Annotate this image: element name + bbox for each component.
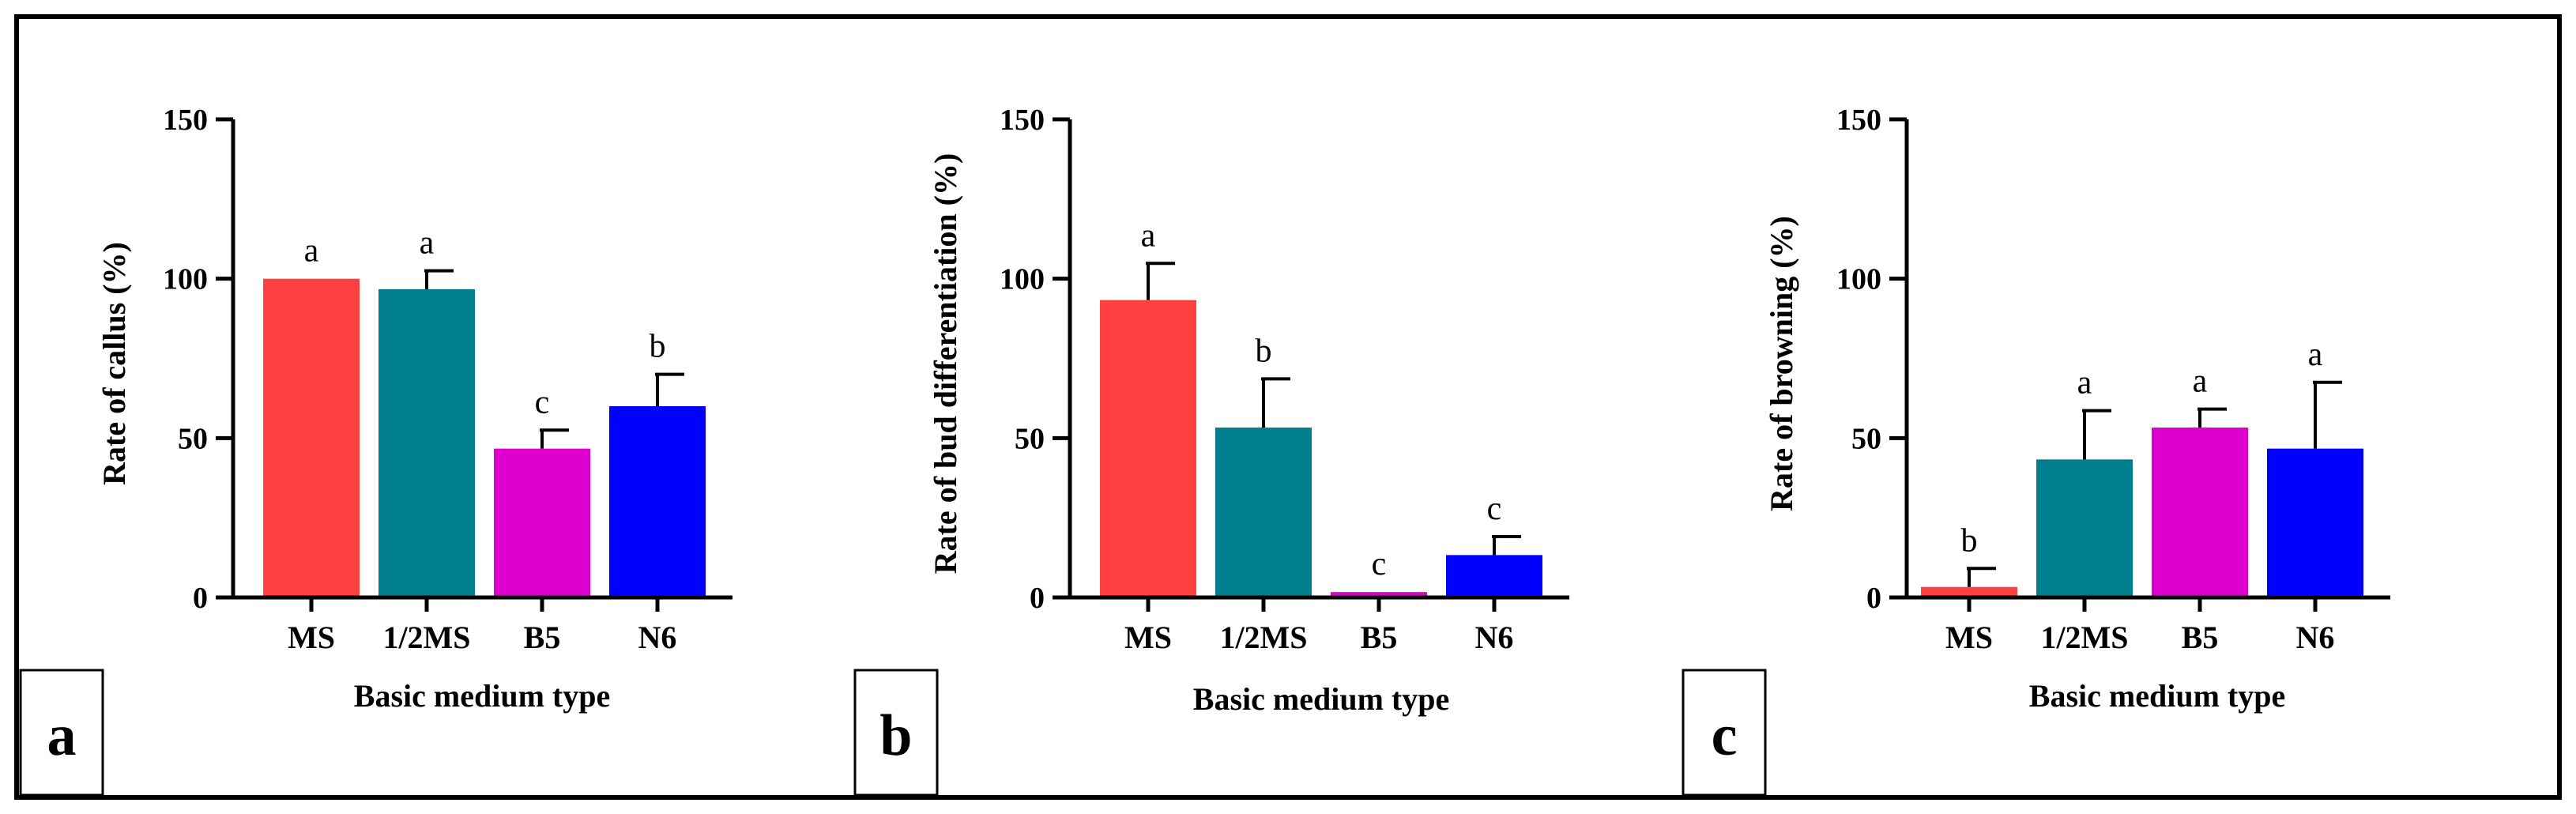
x-tick-label-c-3: N6 xyxy=(2296,620,2335,655)
bar-a-2 xyxy=(494,448,590,597)
panel-tag-box-b xyxy=(853,669,939,797)
bar-c-1 xyxy=(2036,459,2133,597)
sig-letter-b-1: b xyxy=(1256,333,1272,369)
sig-letter-a-1: a xyxy=(420,225,435,262)
sig-letter-a-2: c xyxy=(535,384,550,420)
xlabel-c: Basic medium type xyxy=(2029,678,2285,714)
y-tick-label-c-0: 0 xyxy=(1866,582,1881,615)
y-tick-label-c-1: 50 xyxy=(1851,422,1881,455)
panel-tag-box-a xyxy=(19,669,104,797)
xlabel-a: Basic medium type xyxy=(354,678,610,714)
sig-letter-c-3: a xyxy=(2308,337,2323,373)
bar-a-0 xyxy=(263,278,360,597)
panel-tag-b: b xyxy=(879,703,912,768)
figure-border xyxy=(14,14,2562,800)
bar-c-2 xyxy=(2152,428,2248,597)
sig-letter-b-0: a xyxy=(1141,217,1156,254)
y-tick-label-a-1: 50 xyxy=(178,422,208,455)
y-tick-label-a-3: 150 xyxy=(163,104,208,137)
bar-b-3 xyxy=(1446,555,1542,597)
y-tick-label-b-1: 50 xyxy=(1015,422,1045,455)
panel-tag-a: a xyxy=(47,703,77,768)
y-tick-label-b-2: 100 xyxy=(1000,263,1045,296)
xlabel-b: Basic medium type xyxy=(1193,681,1449,717)
ylabel-a: Rate of callus (%) xyxy=(96,242,132,485)
y-tick-label-b-3: 150 xyxy=(1000,104,1045,137)
x-tick-label-a-2: B5 xyxy=(524,620,561,655)
panel-tag-box-c xyxy=(1682,669,1767,797)
sig-letter-b-3: c xyxy=(1487,491,1502,527)
x-tick-label-a-0: MS xyxy=(288,620,335,655)
sig-letter-a-3: b xyxy=(650,329,666,365)
sig-letter-a-0: a xyxy=(304,233,319,269)
y-tick-label-c-2: 100 xyxy=(1836,263,1881,296)
x-tick-label-a-1: 1/2MS xyxy=(382,620,470,655)
x-tick-label-a-3: N6 xyxy=(638,620,677,655)
bar-b-0 xyxy=(1100,300,1196,597)
panel-c: Rate of browning (%) Basic medium type c… xyxy=(1682,104,2390,797)
x-tick-label-b-1: 1/2MS xyxy=(1219,620,1307,655)
x-tick-label-b-2: B5 xyxy=(1361,620,1398,655)
bar-a-3 xyxy=(609,406,706,597)
sig-letter-b-2: c xyxy=(1372,546,1387,582)
sig-letter-c-1: a xyxy=(2077,365,2092,401)
bar-c-3 xyxy=(2267,448,2363,597)
bar-a-1 xyxy=(378,288,475,597)
y-tick-label-c-3: 150 xyxy=(1836,104,1881,137)
bar-b-1 xyxy=(1215,428,1312,597)
y-tick-label-a-0: 0 xyxy=(193,582,208,615)
x-tick-label-c-0: MS xyxy=(1945,620,1993,655)
ylabel-c: Rate of browning (%) xyxy=(1764,216,1799,511)
x-tick-label-b-0: MS xyxy=(1124,620,1172,655)
x-tick-label-b-3: N6 xyxy=(1475,620,1514,655)
ylabel-b: Rate of bud differentiation (%) xyxy=(928,153,963,575)
panel-b: Rate of bud differentiation (%) Basic me… xyxy=(853,104,1569,797)
panel-a: Rate of callus (%) Basic medium type a a… xyxy=(19,104,733,797)
y-tick-label-a-2: 100 xyxy=(163,263,208,296)
sig-letter-c-2: a xyxy=(2193,364,2208,400)
sig-letter-c-0: b xyxy=(1961,522,1978,559)
y-tick-label-b-0: 0 xyxy=(1030,582,1045,615)
bar-c-0 xyxy=(1921,586,2017,597)
x-tick-label-c-1: 1/2MS xyxy=(2040,620,2128,655)
panel-tag-c: c xyxy=(1712,703,1738,768)
bar-b-2 xyxy=(1331,592,1427,597)
x-tick-label-c-2: B5 xyxy=(2182,620,2219,655)
